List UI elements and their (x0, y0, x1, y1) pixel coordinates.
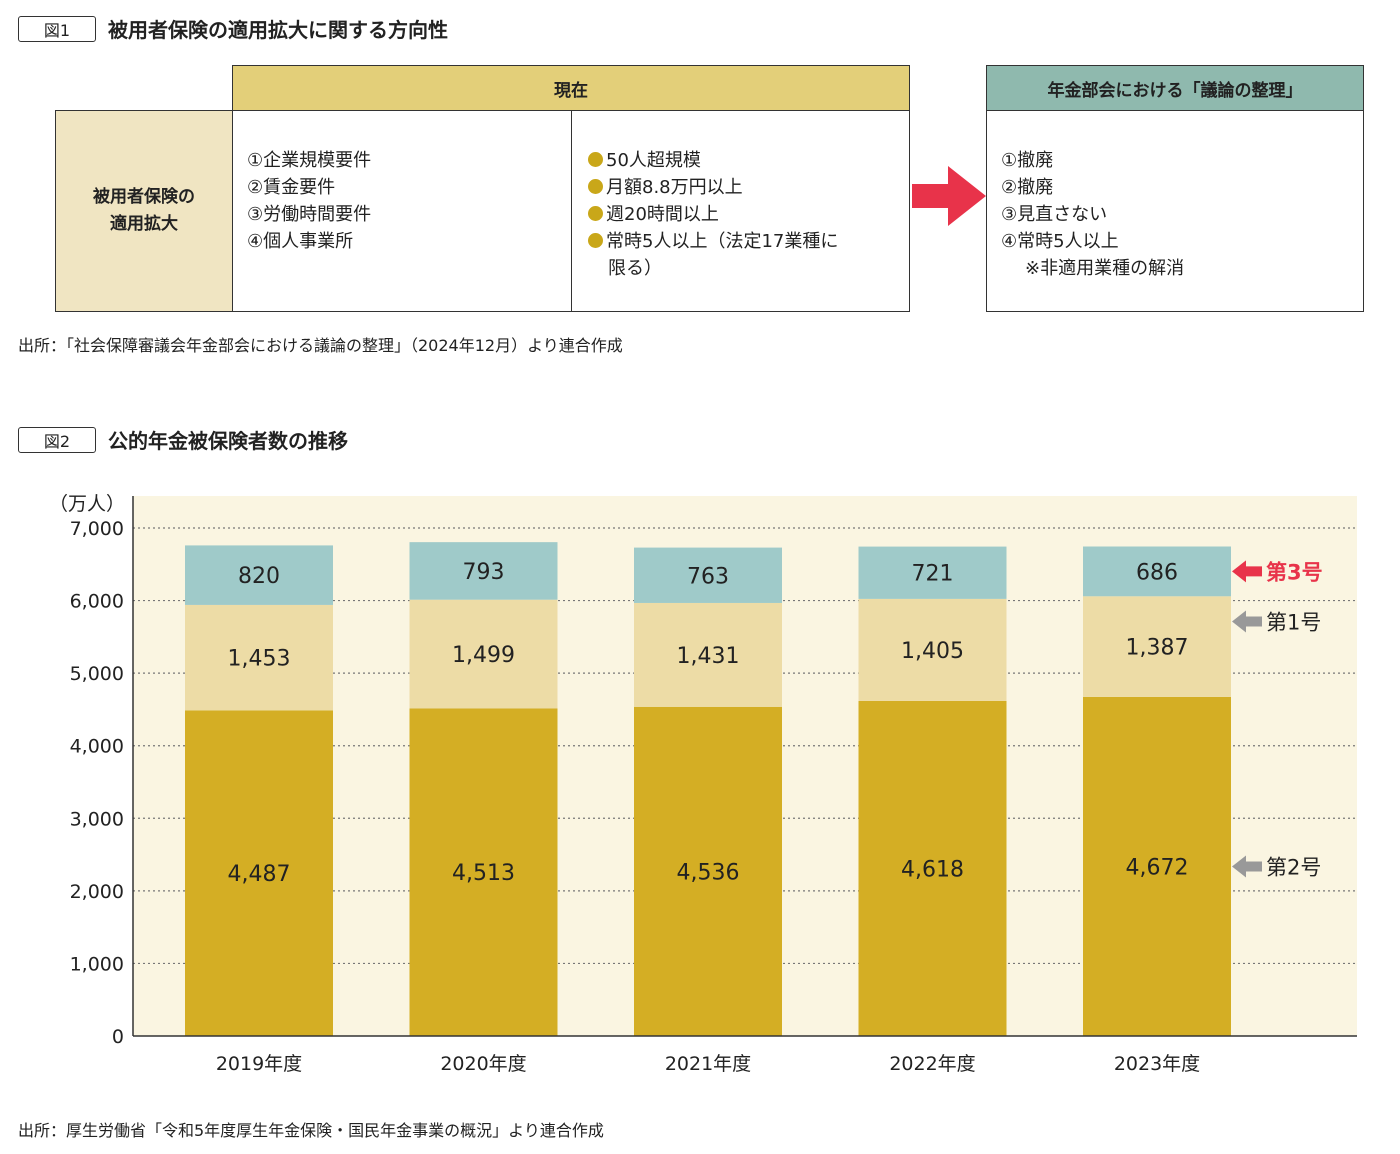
y-tick-label: 2,000 (70, 881, 124, 903)
bar-segment (409, 708, 558, 1036)
current-value-item: 月額8.8万円以上 (588, 174, 909, 201)
y-tick-label: 6,000 (70, 591, 124, 613)
bar-segment (634, 706, 782, 1036)
bar-segment (1083, 696, 1231, 1036)
fig1-header: 図1 被用者保険の適用拡大に関する方向性 (18, 14, 448, 43)
y-tick-label: 3,000 (70, 808, 124, 830)
fig2-header: 図2 公的年金被保険者数の推移 (18, 425, 348, 454)
bar-value-label: 1,453 (228, 647, 291, 672)
discussion-header: 年金部会における「議論の整理」 (986, 65, 1364, 111)
bar-value-label: 4,672 (1126, 855, 1189, 880)
bar-value-label: 721 (912, 562, 954, 587)
bullet-dot-icon (588, 233, 603, 248)
bar-value-label: 686 (1136, 560, 1178, 585)
bar-value-label: 763 (687, 564, 729, 589)
fig2-source: 出所：厚生労働省「令和5年度厚生年金保険・国民年金事業の概況」より連合作成 (18, 1121, 604, 1140)
bar-value-label: 4,487 (228, 862, 291, 887)
bar-segment (185, 604, 333, 711)
y-tick-label: 0 (112, 1026, 124, 1048)
bar-value-label: 4,618 (901, 857, 964, 882)
requirements-cell: ①企業規模要件 ②賃金要件 ③労働時間要件 ④個人事業所 (232, 110, 572, 312)
bar-segment (858, 598, 1007, 701)
legend-label: 第2号 (1266, 855, 1321, 879)
x-tick-label: 2019年度 (216, 1053, 302, 1075)
discussion-cell: ①撤廃 ②撤廃 ③見直さない ④常時5人以上 ※非適用業種の解消 (986, 110, 1364, 312)
bar-segment (634, 547, 782, 603)
fig1-title: 被用者保険の適用拡大に関する方向性 (108, 18, 448, 42)
requirement-item: ①企業規模要件 (247, 150, 372, 171)
y-tick-label: 4,000 (70, 736, 124, 758)
bar-segment (858, 546, 1007, 599)
current-value-item: 常時5人以上（法定17業種に (588, 228, 909, 255)
bar-segment (185, 545, 333, 605)
discussion-item: ④常時5人以上 (1001, 231, 1119, 252)
bullet-dot-icon (588, 206, 603, 221)
bar-value-label: 820 (238, 564, 280, 589)
bar-value-label: 793 (463, 560, 505, 585)
bullet-dot-icon (588, 152, 603, 167)
discussion-note: ※非適用業種の解消 (1025, 258, 1185, 279)
x-tick-label: 2022年度 (889, 1053, 975, 1075)
requirement-item: ④個人事業所 (247, 231, 354, 252)
y-unit-label: （万人） (49, 493, 125, 515)
bar-value-label: 1,431 (677, 644, 740, 669)
legend-label: 第1号 (1266, 610, 1321, 634)
right-arrow-icon (912, 166, 986, 226)
discussion-item: ③見直さない (1001, 204, 1108, 225)
fig1-source: 出所：「社会保障審議会年金部会における議論の整理」（2024年12月）より連合作… (18, 336, 623, 355)
bar-value-label: 4,513 (452, 861, 515, 886)
fig2-title: 公的年金被保険者数の推移 (108, 429, 348, 453)
current-value-item: 50人超規模 (588, 147, 909, 174)
y-tick-label: 5,000 (70, 663, 124, 685)
bar-value-label: 1,405 (901, 639, 964, 664)
fig1-label: 図1 (18, 15, 96, 42)
legend-arrow-icon (1232, 610, 1262, 633)
current-value-continuation: 限る） (608, 258, 662, 279)
x-tick-label: 2023年度 (1114, 1053, 1200, 1075)
bar-segment (185, 710, 333, 1036)
bar-value-label: 1,499 (452, 643, 515, 668)
legend-label: 第3号 (1266, 560, 1323, 584)
bar-segment (1083, 546, 1231, 597)
x-tick-label: 2020年度 (440, 1053, 526, 1075)
requirement-item: ③労働時間要件 (247, 204, 372, 225)
bar-value-label: 4,536 (677, 860, 740, 885)
row-header: 被用者保険の 適用拡大 (55, 110, 233, 312)
current-values-cell: 50人超規模 月額8.8万円以上 週20時間以上 常時5人以上（法定17業種に … (571, 110, 910, 312)
bar-segment (634, 602, 782, 707)
y-tick-label: 7,000 (70, 518, 124, 540)
bar-segment (858, 700, 1007, 1036)
bullet-dot-icon (588, 179, 603, 194)
discussion-item: ①撤廃 (1001, 150, 1054, 171)
bar-segment (1083, 596, 1231, 697)
bar-segment (409, 599, 558, 709)
bar-value-label: 1,387 (1126, 636, 1189, 661)
fig2-label: 図2 (18, 426, 96, 453)
y-tick-label: 1,000 (70, 953, 124, 975)
stacked-bar-chart: 0 1,000 2,000 3,000 4,000 5,000 6,000 7,000 （万人）… (49, 493, 1357, 1075)
row-header-line1: 被用者保険の (93, 186, 195, 207)
bar-segment (409, 542, 558, 600)
legend-arrow-icon (1232, 855, 1262, 878)
x-tick-label: 2021年度 (665, 1053, 751, 1075)
discussion-item: ②撤廃 (1001, 177, 1054, 198)
requirement-item: ②賃金要件 (247, 177, 336, 198)
current-header: 現在 (232, 65, 910, 111)
current-value-item: 週20時間以上 (588, 201, 909, 228)
legend-arrow-icon (1232, 560, 1262, 583)
row-header-line2: 適用拡大 (110, 214, 178, 234)
